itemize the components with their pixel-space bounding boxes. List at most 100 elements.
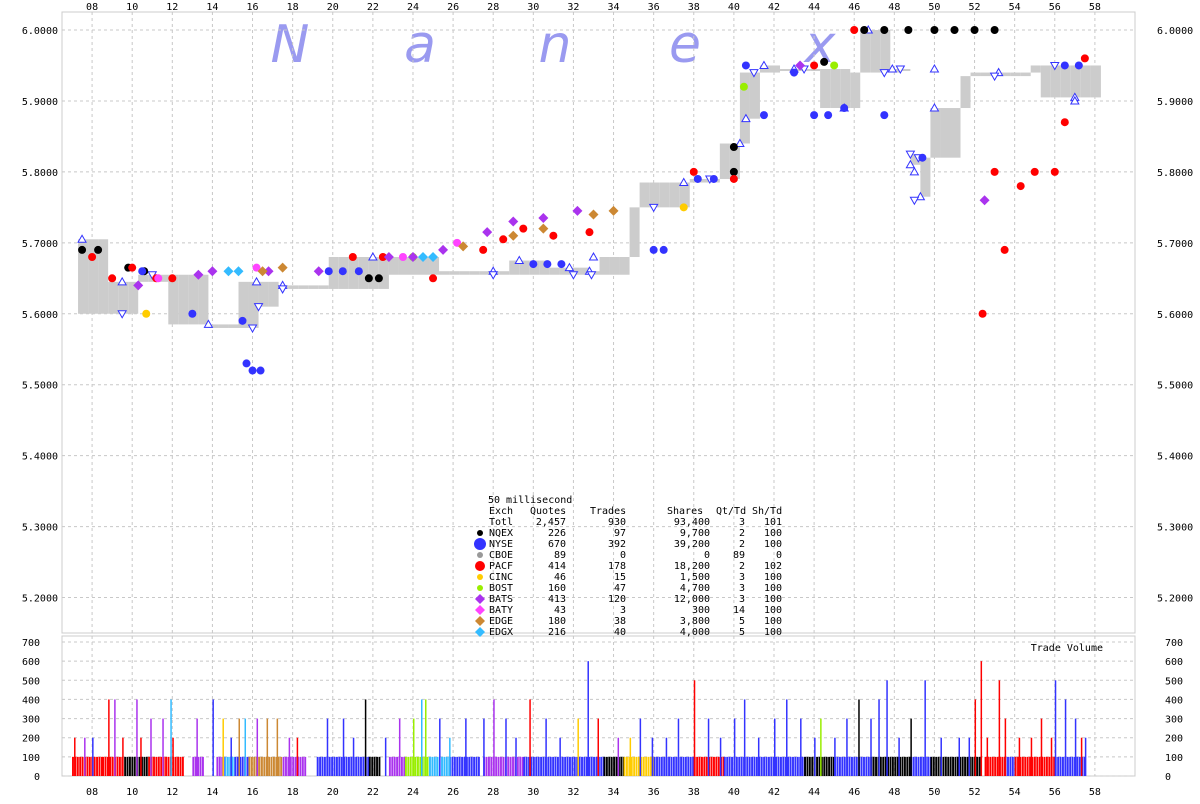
bid-quote-marker (989, 72, 1000, 82)
trade-point-nyse (840, 104, 849, 113)
stats-cell: 2 (739, 561, 745, 572)
trade-point-bost (830, 61, 839, 70)
volume-bar (246, 756, 249, 776)
spread-band (850, 72, 861, 109)
offer-quote-marker (735, 138, 745, 148)
volume-bar (653, 756, 656, 776)
volume-bar (285, 756, 287, 776)
stats-cell: 2 (739, 539, 745, 550)
volume-bar (818, 756, 821, 776)
volume-y-tick-right: 100 (1165, 753, 1183, 764)
volume-spike (1018, 737, 1021, 776)
trade-point-edge (508, 230, 519, 241)
volume-bar (323, 756, 326, 776)
volume-bar (1033, 756, 1036, 776)
volume-bar (490, 756, 493, 776)
legend-marker-nyse (474, 538, 486, 550)
volume-bar (102, 756, 105, 776)
x-tick-label-bottom: 46 (848, 787, 860, 798)
volume-bar (755, 756, 758, 776)
stats-cell: 413 (548, 594, 566, 605)
volume-bar (954, 756, 957, 776)
volume-bar (652, 756, 655, 776)
x-tick-label-top: 38 (688, 2, 700, 13)
spread-band (429, 257, 440, 275)
volume-bar (811, 756, 814, 776)
spread-band (128, 281, 139, 314)
volume-spike (449, 737, 451, 776)
x-tick-label-top: 48 (888, 2, 900, 13)
stats-cell: 178 (608, 561, 626, 572)
volume-spike (238, 718, 240, 776)
volume-bar (109, 756, 112, 776)
volume-bar (937, 756, 940, 776)
volume-spike (677, 718, 680, 776)
trade-point-nyse (1060, 61, 1069, 70)
trade-point-edge (588, 209, 599, 220)
volume-bar (507, 756, 510, 776)
volume-bar (241, 756, 244, 776)
volume-bar (111, 756, 114, 776)
volume-bar (500, 756, 502, 776)
offer-quote-marker (929, 64, 940, 73)
volume-spike (439, 718, 441, 776)
trade-point-pacf (88, 253, 97, 262)
volume-spike (150, 718, 152, 776)
volume-bar (1066, 756, 1069, 776)
stats-cell: 5 (739, 627, 745, 638)
volume-bar (947, 756, 950, 776)
volume-bar (516, 756, 519, 776)
volume-y-tick-left: 200 (22, 734, 40, 745)
trade-point-edge (277, 262, 288, 273)
volume-bar (456, 756, 459, 776)
volume-bar (994, 756, 997, 776)
trade-point-bats (313, 266, 324, 277)
volume-bar (832, 756, 835, 776)
volume-bar (128, 756, 131, 776)
volume-bar (628, 756, 631, 776)
volume-bar (748, 756, 751, 776)
volume-bar (784, 756, 787, 776)
spread-band (228, 324, 239, 328)
x-tick-label-top: 52 (969, 2, 981, 13)
volume-bar (996, 756, 999, 776)
volume-spike (1004, 718, 1007, 776)
trade-point-bats (263, 266, 274, 277)
stats-cell: CBOE (489, 550, 513, 561)
stats-cell: 226 (548, 528, 566, 539)
volume-bar (367, 756, 370, 776)
volume-spike (757, 737, 760, 776)
x-tick-label-top: 28 (487, 2, 499, 13)
stats-cell: 414 (548, 561, 566, 572)
stats-cell: 3 (739, 594, 745, 605)
spread-band (1060, 65, 1071, 98)
volume-bar (133, 756, 136, 776)
stats-cell: 120 (608, 594, 626, 605)
spread-band (439, 271, 450, 275)
volume-bar (610, 756, 613, 776)
stats-cell: 40 (614, 627, 626, 638)
spread-band (539, 260, 550, 275)
volume-bar (549, 756, 552, 776)
trade-point-edgx (223, 266, 234, 277)
volume-spike (870, 718, 872, 776)
trade-point-edgx (233, 266, 244, 277)
spread-band (459, 271, 470, 275)
y-tick-label-right: 5.4000 (1157, 452, 1193, 463)
legend-marker-bost (477, 585, 483, 591)
spread-band (208, 324, 219, 328)
volume-bar (668, 756, 671, 776)
offer-quote-marker (887, 64, 898, 73)
offer-quote-marker (368, 252, 378, 261)
volume-bar (234, 756, 237, 776)
offer-quote-marker (909, 166, 920, 176)
trade-point-pacf (1080, 54, 1089, 63)
volume-bar (588, 756, 591, 776)
trade-point-pacf (585, 228, 594, 237)
stats-header: Qt/Td (716, 506, 746, 517)
volume-bar (239, 756, 242, 776)
volume-bar (763, 756, 766, 776)
trade-point-bats (383, 252, 394, 263)
volume-bar (1017, 756, 1019, 776)
volume-bar (915, 756, 918, 776)
